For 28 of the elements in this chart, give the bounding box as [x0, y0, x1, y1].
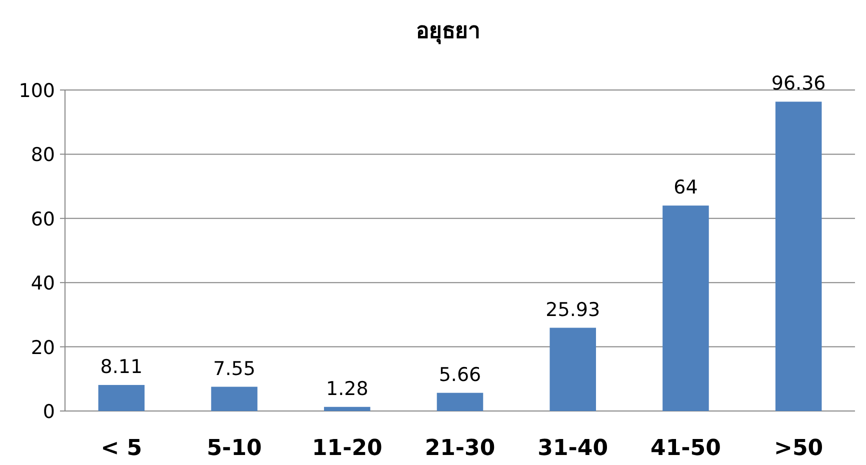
x-tick-label: 11-20 [312, 436, 382, 461]
x-tick-label: 41-50 [650, 436, 721, 461]
y-tick-label: 0 [42, 401, 55, 423]
bar [775, 102, 822, 411]
data-label: 7.55 [213, 358, 256, 380]
bar [211, 386, 258, 411]
y-tick-label: 80 [30, 144, 55, 166]
data-label: 8.11 [100, 356, 143, 378]
x-tick-label: >50 [774, 436, 824, 461]
y-tick-label: 100 [18, 80, 55, 102]
data-label: 96.36 [771, 72, 826, 95]
data-label: 1.28 [326, 378, 368, 400]
chart-title: อยุธยา [416, 19, 480, 45]
bar [436, 392, 484, 411]
y-tick-label: 40 [30, 272, 55, 295]
bar [550, 328, 596, 411]
x-tick-label: 5-10 [206, 436, 262, 461]
bar [662, 206, 709, 411]
bar [324, 406, 370, 411]
x-tick-label: 21-30 [424, 436, 496, 461]
data-label: 64 [674, 176, 698, 199]
y-tick-label: 20 [30, 336, 55, 359]
x-tick-label: < 5 [100, 436, 142, 461]
data-label: 5.66 [438, 364, 482, 386]
data-label: 25.93 [546, 298, 600, 321]
y-tick-label: 60 [30, 208, 55, 230]
x-tick-label: 31-40 [538, 436, 608, 461]
bar [98, 384, 145, 411]
